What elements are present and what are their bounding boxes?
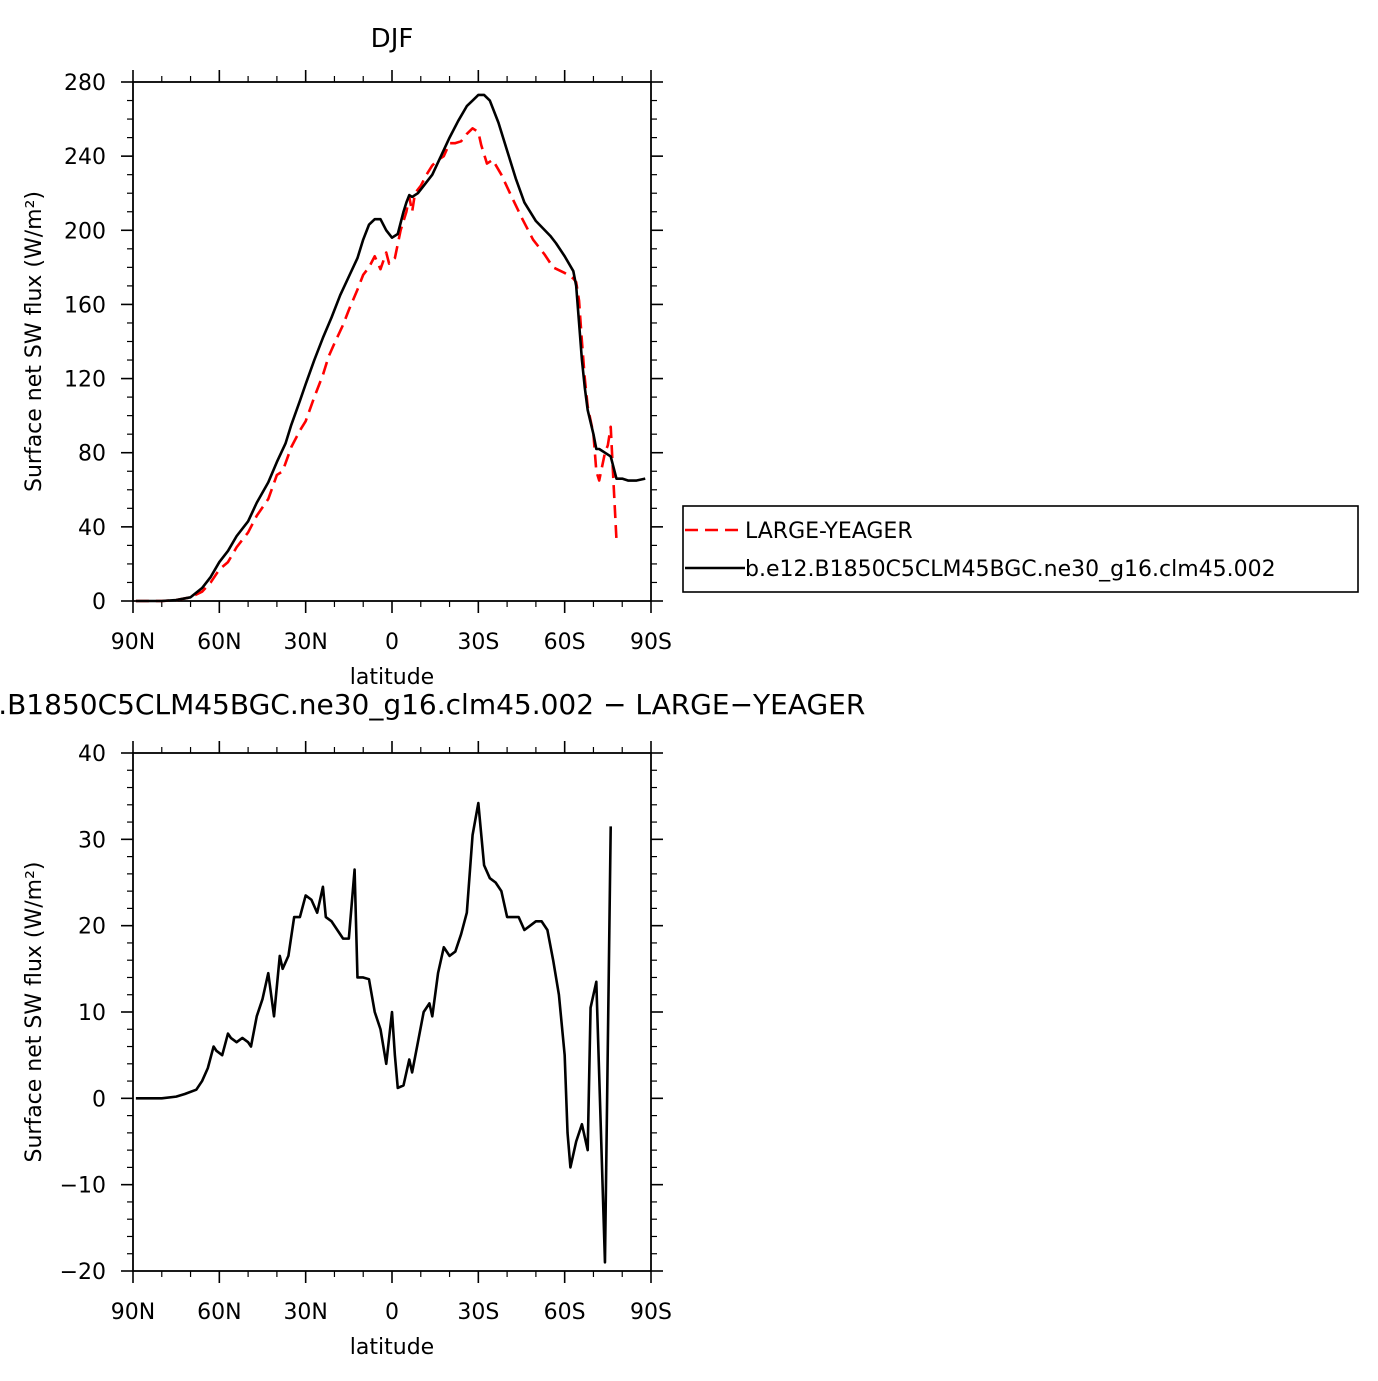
plot-frame xyxy=(132,81,652,602)
y-tick-label: 280 xyxy=(64,71,106,96)
x-tick-label: 90N xyxy=(111,1300,155,1325)
x-tick-label: 30N xyxy=(283,630,327,655)
chart-title: b.e12.B1850C5CLM45BGC.ne30_g16.clm45.002… xyxy=(0,688,865,721)
x-tick-label: 90N xyxy=(111,630,155,655)
y-tick-label: 120 xyxy=(64,368,106,393)
y-tick-label: 0 xyxy=(92,1087,106,1112)
legend-box xyxy=(682,505,1359,593)
legend-label-1: LARGE-YEAGER xyxy=(745,519,913,544)
x-axis-label: latitude xyxy=(350,665,434,690)
x-tick-label: 60N xyxy=(197,1300,241,1325)
y-tick-label: 40 xyxy=(78,516,106,541)
y-tick-label: 80 xyxy=(78,442,106,467)
y-tick-label: 0 xyxy=(92,590,106,615)
x-axis-label: latitude xyxy=(350,1335,434,1360)
series-line-1 xyxy=(135,127,618,603)
legend-label-2: b.e12.B1850C5CLM45BGC.ne30_g16.clm45.002 xyxy=(745,557,1276,582)
x-tick-label: 90S xyxy=(630,1300,672,1325)
x-tick-label: 60N xyxy=(197,630,241,655)
x-tick-label: 0 xyxy=(385,1300,399,1325)
y-axis-label: Surface net SW flux (W/m²) xyxy=(22,861,47,1162)
y-tick-label: −10 xyxy=(60,1174,106,1199)
y-tick-label: 40 xyxy=(78,742,106,767)
legend: LARGE-YEAGER b.e12.B1850C5CLM45BGC.ne30_g… xyxy=(682,505,1359,593)
x-tick-label: 90S xyxy=(630,630,672,655)
y-tick-label: 160 xyxy=(64,293,106,318)
y-tick-label: 200 xyxy=(64,219,106,244)
y-tick-label: 30 xyxy=(78,828,106,853)
series-line-2 xyxy=(135,93,646,603)
y-tick-label: 20 xyxy=(78,915,106,940)
bottom-chart-panel: −20 −10 0 10 20 30 40 90N 60N 30N 0 30S 60S 90S latitu… xyxy=(0,688,865,1360)
chart-title: DJF xyxy=(371,24,414,54)
y-tick-label: 10 xyxy=(78,1001,106,1026)
x-tick-label: 30S xyxy=(457,630,499,655)
x-tick-label: 30S xyxy=(457,1300,499,1325)
x-tick-label: 0 xyxy=(385,630,399,655)
y-tick-label: −20 xyxy=(60,1260,106,1285)
y-axis-label: Surface net SW flux (W/m²) xyxy=(22,191,47,492)
x-tick-label: 60S xyxy=(544,1300,586,1325)
x-tick-label: 30N xyxy=(283,1300,327,1325)
y-tick-label: 240 xyxy=(64,145,106,170)
top-chart-panel: 0 40 80 120 160 200 240 280 90N 60N 30N 0 30S 60S 90S l… xyxy=(22,24,672,690)
series-line-1 xyxy=(135,801,613,1264)
x-tick-label: 60S xyxy=(544,630,586,655)
